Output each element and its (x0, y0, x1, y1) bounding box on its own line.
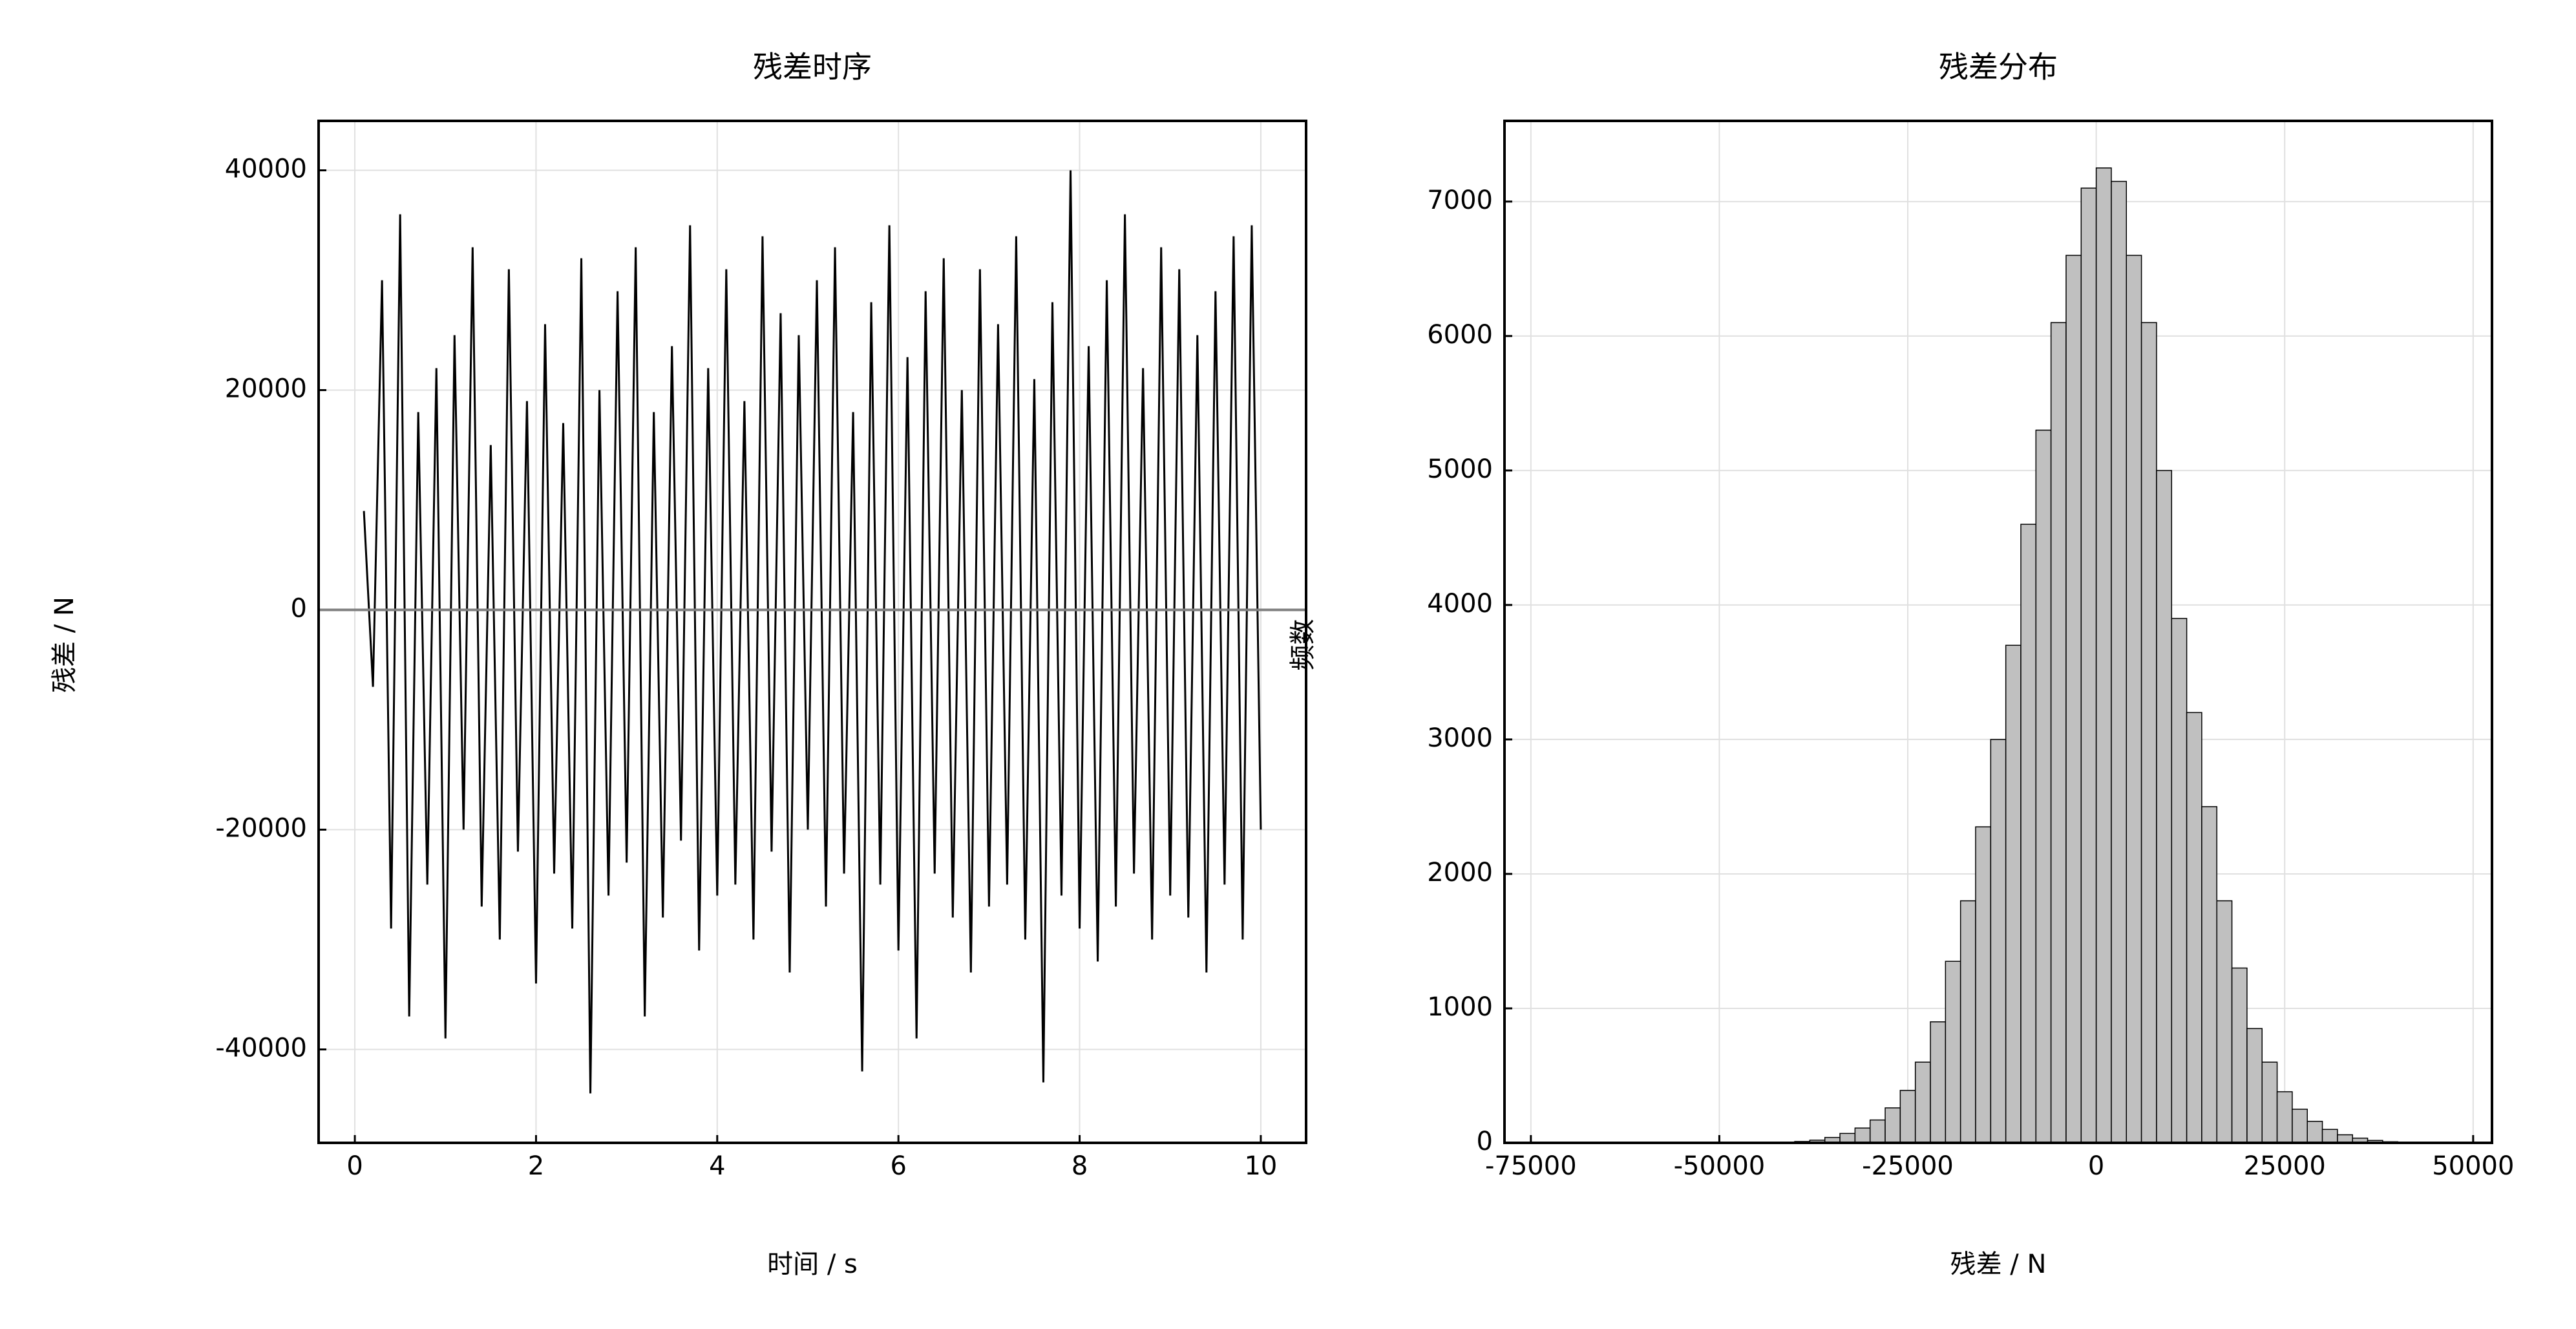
x-tick-label: 25000 (2244, 1151, 2326, 1181)
bar (2171, 617, 2188, 1143)
bar (1839, 1132, 1856, 1143)
bar (1990, 739, 2007, 1143)
bar (2231, 967, 2248, 1143)
y-tick-label: 5000 (1427, 454, 1493, 484)
bar (1899, 1090, 1916, 1143)
chart-title: 残差时序 (753, 50, 872, 85)
bar (2095, 167, 2112, 1143)
x-tick-label: 4 (709, 1151, 725, 1181)
bar (1914, 1061, 1931, 1143)
x-tick-label: 6 (890, 1151, 906, 1181)
y-tick-label: 2000 (1427, 858, 1493, 888)
bar (2140, 322, 2157, 1143)
y-tick-label: 3000 (1427, 723, 1493, 753)
bar (2276, 1091, 2293, 1143)
x-tick-label: -25000 (1862, 1151, 1954, 1181)
y-tick-label: 6000 (1427, 320, 1493, 350)
y-axis-label: 频数 (1288, 619, 1318, 671)
x-tick-label: -75000 (1485, 1151, 1577, 1181)
bar (2261, 1061, 2278, 1143)
bar (1975, 826, 1992, 1143)
data-line (363, 170, 1262, 1094)
y-axis-label: 残差 / N (50, 597, 79, 693)
bar (2065, 255, 2082, 1143)
bar (2156, 470, 2173, 1143)
bar (1930, 1021, 1947, 1143)
bar (1884, 1107, 1901, 1143)
y-tick-label: 4000 (1427, 589, 1493, 619)
bar (2321, 1129, 2338, 1143)
y-tick-label: 1000 (1427, 992, 1493, 1022)
bar (2005, 644, 2022, 1143)
bar (1854, 1127, 1871, 1143)
y-tick-label: -40000 (215, 1034, 307, 1063)
bar (2080, 187, 2097, 1143)
bar (2050, 322, 2067, 1143)
y-tick-label: 0 (291, 594, 307, 624)
x-tick-label: -50000 (1674, 1151, 1766, 1181)
bar (2292, 1109, 2308, 1143)
y-tick-label: 7000 (1427, 186, 1493, 215)
bar (2246, 1028, 2263, 1143)
bar (2201, 806, 2218, 1143)
x-tick-label: 0 (346, 1151, 363, 1181)
y-tick-label: 40000 (225, 154, 307, 184)
y-tick-label: 20000 (225, 374, 307, 404)
x-tick-label: 2 (528, 1151, 544, 1181)
bar (1959, 900, 1976, 1143)
bar (1869, 1119, 1886, 1143)
bar (2035, 429, 2052, 1143)
axes-frame (1503, 120, 2493, 1144)
bar (2186, 712, 2202, 1143)
y-tick-label: 0 (1477, 1127, 1493, 1156)
x-axis-label: 时间 / s (767, 1249, 858, 1279)
chart-title: 残差分布 (1939, 50, 2058, 85)
bar (2020, 524, 2037, 1143)
x-tick-label: 50000 (2432, 1151, 2514, 1181)
bar (2126, 255, 2142, 1143)
bar (2307, 1120, 2323, 1143)
x-tick-label: 0 (2088, 1151, 2104, 1181)
bar (1945, 961, 1961, 1143)
bar (2111, 180, 2127, 1143)
axes-frame (317, 120, 1307, 1144)
x-tick-label: 10 (1244, 1151, 1277, 1181)
bar (2216, 900, 2233, 1143)
x-axis-label: 残差 / N (1950, 1249, 2047, 1279)
x-tick-label: 8 (1072, 1151, 1088, 1181)
y-tick-label: -20000 (215, 814, 307, 844)
